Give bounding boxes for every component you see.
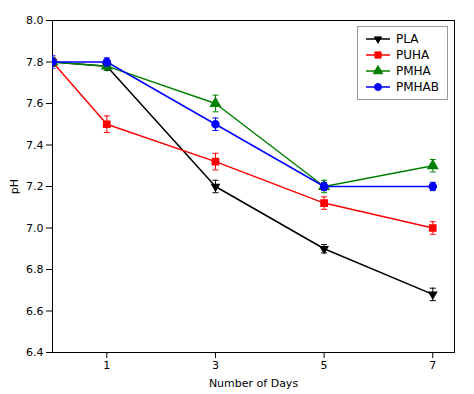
html-text:PUHA: PUHA: [395, 48, 430, 62]
svg-text:7.4: 7.4: [26, 139, 44, 152]
svg-text:7.6: 7.6: [26, 97, 44, 110]
svg-text:7: 7: [429, 359, 436, 372]
svg-text:5: 5: [321, 359, 328, 372]
svg-text:7.0: 7.0: [26, 222, 44, 235]
svg-text:7.8: 7.8: [26, 56, 44, 69]
html-text:PMHA: PMHA: [395, 64, 431, 78]
svg-text:7.2: 7.2: [26, 180, 44, 193]
svg-text:6.6: 6.6: [26, 305, 44, 318]
svg-text:6.4: 6.4: [26, 346, 44, 359]
html-text:PMHAB: PMHAB: [395, 80, 439, 94]
svg-text:1: 1: [103, 359, 110, 372]
svg-text:pH: pH: [8, 179, 21, 194]
svg-text:3: 3: [212, 359, 219, 372]
svg-text:6.8: 6.8: [26, 263, 44, 276]
svg-text:Number of Days: Number of Days: [209, 377, 299, 390]
html-text:PLA: PLA: [395, 32, 419, 46]
svg-text:8.0: 8.0: [26, 14, 44, 27]
